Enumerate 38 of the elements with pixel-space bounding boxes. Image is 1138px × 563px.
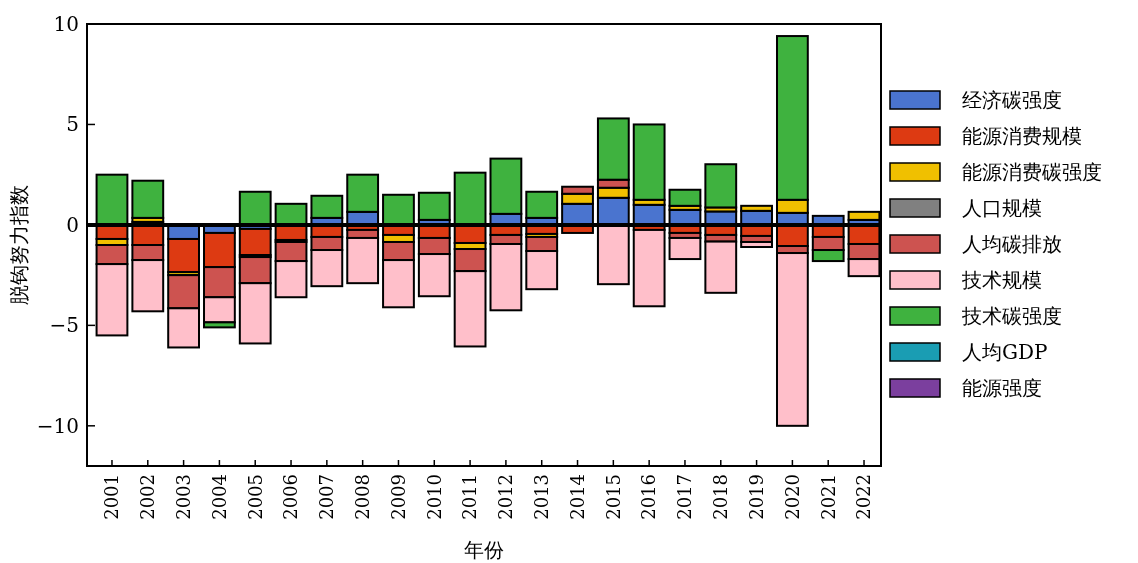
y-axis-title: 脱钩努力指数	[7, 185, 31, 305]
y-tick-label: −5	[49, 313, 79, 338]
legend-label: 经济碳强度	[962, 88, 1062, 112]
x-tick-label: 2013	[531, 474, 553, 520]
x-tick-label: 2020	[781, 474, 803, 520]
legend-label: 人均GDP	[962, 340, 1048, 364]
x-tick-label: 2009	[387, 474, 409, 520]
x-tick-label: 2005	[244, 474, 266, 520]
y-tick-label: 10	[53, 12, 79, 36]
y-tick-label: 0	[66, 212, 79, 237]
x-tick-label: 2017	[674, 474, 696, 520]
x-tick-label: 2021	[817, 474, 839, 520]
x-tick-label: 2010	[423, 474, 445, 520]
x-tick-label: 2015	[602, 474, 624, 520]
x-tick-label: 2019	[745, 474, 767, 520]
x-tick-label: 2001	[101, 474, 123, 520]
x-tick-label: 2007	[316, 474, 338, 520]
x-tick-label: 2004	[208, 474, 230, 520]
x-tick-label: 2011	[459, 474, 481, 520]
y-tick-label: −10	[36, 413, 79, 438]
x-tick-label: 2002	[137, 474, 159, 520]
y-tick-label: 5	[66, 112, 79, 137]
legend-label: 能源消费规模	[962, 124, 1082, 148]
legend-label: 能源消费碳强度	[962, 160, 1102, 184]
x-tick-label: 2022	[853, 474, 875, 520]
legend-label: 技术碳强度	[961, 304, 1062, 328]
x-tick-label: 2012	[495, 474, 517, 520]
x-axis-title: 年份	[464, 538, 504, 562]
legend-label: 人口规模	[962, 196, 1042, 220]
x-tick-label: 2016	[638, 474, 660, 520]
legend-label: 能源强度	[962, 376, 1042, 400]
x-tick-label: 2003	[172, 474, 194, 520]
legend-label: 人均碳排放	[962, 232, 1062, 256]
x-tick-label: 2006	[280, 474, 302, 520]
x-tick-label: 2018	[710, 474, 732, 520]
x-tick-label: 2008	[351, 474, 373, 520]
x-tick-label: 2014	[566, 474, 588, 520]
legend-label: 技术规模	[961, 268, 1042, 292]
